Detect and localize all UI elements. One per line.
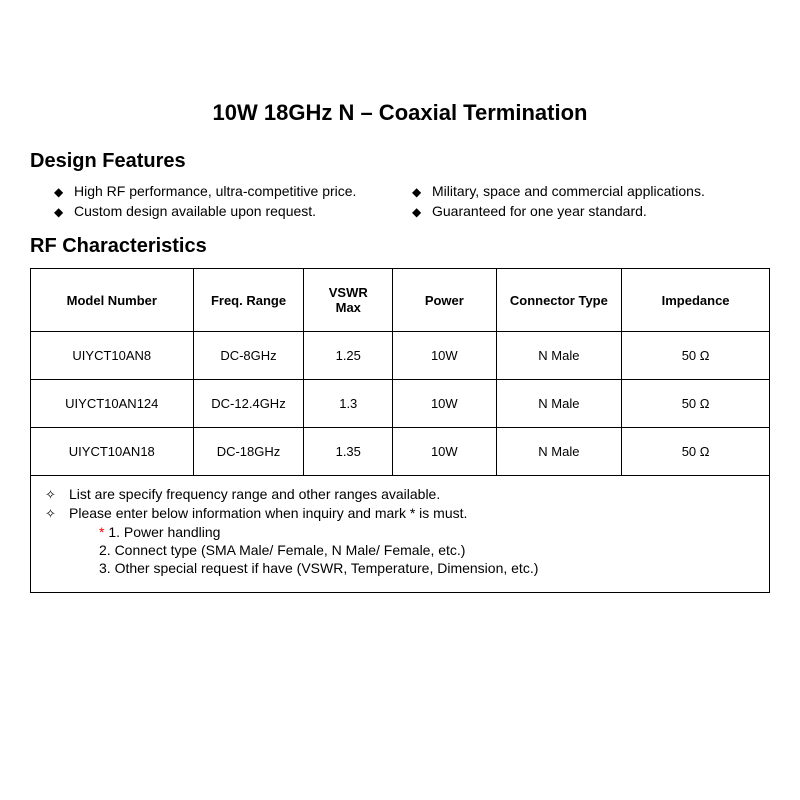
note-subline-text: 3. Other special request if have (VSWR, … (99, 560, 538, 576)
note-sublines: * 1. Power handling 2. Connect type (SMA … (45, 524, 755, 576)
table-cell: 10W (393, 380, 496, 428)
feature-text: Guaranteed for one year standard. (432, 203, 647, 219)
table-cell: 50 Ω (622, 332, 770, 380)
note-subline-text: 2. Connect type (SMA Male/ Female, N Mal… (99, 542, 465, 558)
note-bullet-text: List are specify frequency range and oth… (69, 486, 440, 502)
table-cell: UIYCT10AN8 (31, 332, 194, 380)
note-bullet-line: ✧ Please enter below information when inq… (45, 505, 755, 522)
feature-item: ◆ Military, space and commercial applicat… (412, 183, 770, 199)
table-cell: DC-12.4GHz (193, 380, 304, 428)
table-header-cell: Freq. Range (193, 269, 304, 332)
table-row: UIYCT10AN8DC-8GHz1.2510WN Male50 Ω (31, 332, 770, 380)
features-col-right: ◆ Military, space and commercial applicat… (412, 183, 770, 223)
features-col-left: ◆ High RF performance, ultra-competitive … (54, 183, 412, 223)
table-cell: UIYCT10AN18 (31, 428, 194, 476)
table-header-cell: Model Number (31, 269, 194, 332)
diamond-bullet-icon: ◆ (412, 205, 422, 219)
table-cell: 10W (393, 332, 496, 380)
rf-characteristics-table: Model NumberFreq. RangeVSWRMaxPowerConne… (30, 268, 770, 476)
diamond-bullet-icon: ◆ (412, 185, 422, 199)
table-cell: 1.25 (304, 332, 393, 380)
feature-item: ◆ High RF performance, ultra-competitive … (54, 183, 412, 199)
feature-text: Custom design available upon request. (74, 203, 316, 219)
table-cell: N Male (496, 428, 622, 476)
note-subline: * 1. Power handling (99, 524, 755, 540)
note-subline: 2. Connect type (SMA Male/ Female, N Mal… (99, 542, 755, 558)
table-cell: 50 Ω (622, 428, 770, 476)
feature-item: ◆ Custom design available upon request. (54, 203, 412, 219)
note-subline-prefix: * (99, 524, 108, 540)
diamond-bullet-icon: ◆ (54, 205, 64, 219)
characteristics-heading: RF Characteristics (30, 235, 770, 258)
page-title: 10W 18GHz N – Coaxial Termination (30, 100, 770, 126)
feature-text: High RF performance, ultra-competitive p… (74, 183, 356, 199)
table-cell: N Male (496, 332, 622, 380)
table-header-cell: Power (393, 269, 496, 332)
features-container: ◆ High RF performance, ultra-competitive … (30, 183, 770, 223)
outline-diamond-icon: ✧ (45, 487, 59, 503)
note-subline: 3. Other special request if have (VSWR, … (99, 560, 755, 576)
table-cell: 50 Ω (622, 380, 770, 428)
table-row: UIYCT10AN124DC-12.4GHz1.310WN Male50 Ω (31, 380, 770, 428)
note-bullet-line: ✧ List are specify frequency range and ot… (45, 486, 755, 503)
outline-diamond-icon: ✧ (45, 506, 59, 522)
diamond-bullet-icon: ◆ (54, 185, 64, 199)
table-cell: 10W (393, 428, 496, 476)
table-cell: DC-18GHz (193, 428, 304, 476)
table-cell: 1.35 (304, 428, 393, 476)
table-cell: UIYCT10AN124 (31, 380, 194, 428)
table-header-row: Model NumberFreq. RangeVSWRMaxPowerConne… (31, 269, 770, 332)
notes-box: ✧ List are specify frequency range and ot… (30, 476, 770, 593)
table-header-cell: VSWRMax (304, 269, 393, 332)
feature-text: Military, space and commercial applicati… (432, 183, 705, 199)
table-cell: N Male (496, 380, 622, 428)
table-row: UIYCT10AN18DC-18GHz1.3510WN Male50 Ω (31, 428, 770, 476)
feature-item: ◆ Guaranteed for one year standard. (412, 203, 770, 219)
table-header-cell: Connector Type (496, 269, 622, 332)
note-subline-text: 1. Power handling (108, 524, 220, 540)
table-header-cell: Impedance (622, 269, 770, 332)
table-cell: DC-8GHz (193, 332, 304, 380)
table-cell: 1.3 (304, 380, 393, 428)
note-bullet-text: Please enter below information when inqu… (69, 505, 467, 521)
features-heading: Design Features (30, 150, 770, 173)
